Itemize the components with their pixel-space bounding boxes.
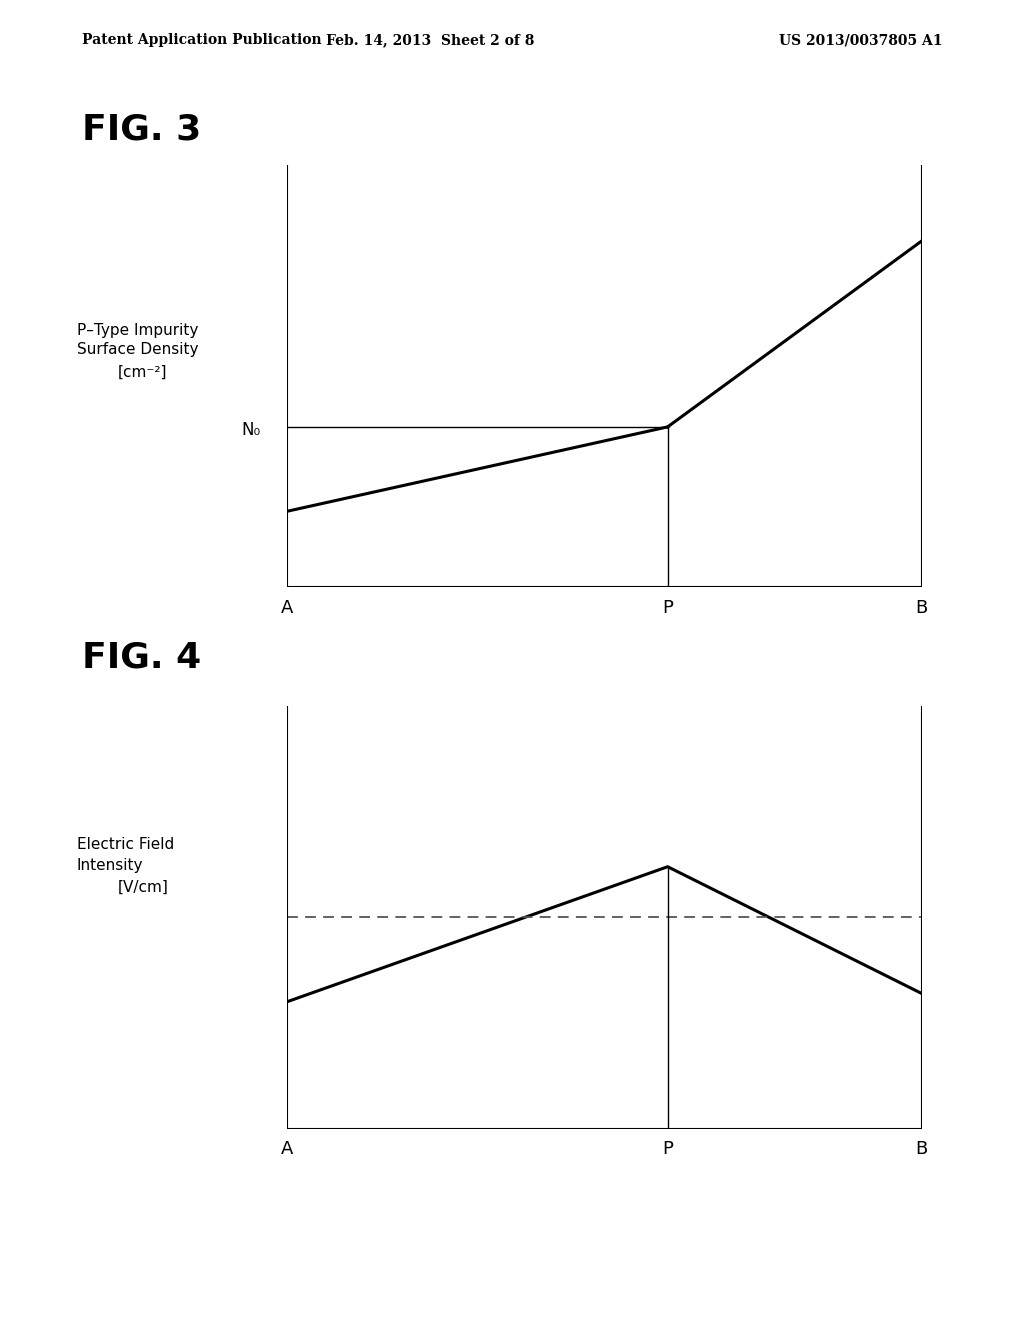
Text: Patent Application Publication: Patent Application Publication [82,33,322,48]
Text: N₀: N₀ [242,421,261,440]
Text: P: P [663,1140,673,1159]
Text: A: A [281,1140,293,1159]
Text: FIG. 3: FIG. 3 [82,112,201,147]
Text: Electric Field: Electric Field [77,837,174,853]
Text: [cm⁻²]: [cm⁻²] [118,364,167,380]
Text: P: P [663,599,673,618]
Text: B: B [915,1140,928,1159]
Text: Intensity: Intensity [77,858,143,874]
Text: P–Type Impurity: P–Type Impurity [77,322,199,338]
Text: Feb. 14, 2013  Sheet 2 of 8: Feb. 14, 2013 Sheet 2 of 8 [326,33,535,48]
Text: Surface Density: Surface Density [77,342,199,358]
Text: B: B [915,599,928,618]
Text: FIG. 4: FIG. 4 [82,640,201,675]
Text: [V/cm]: [V/cm] [118,879,169,895]
Text: A: A [281,599,293,618]
Text: US 2013/0037805 A1: US 2013/0037805 A1 [778,33,942,48]
